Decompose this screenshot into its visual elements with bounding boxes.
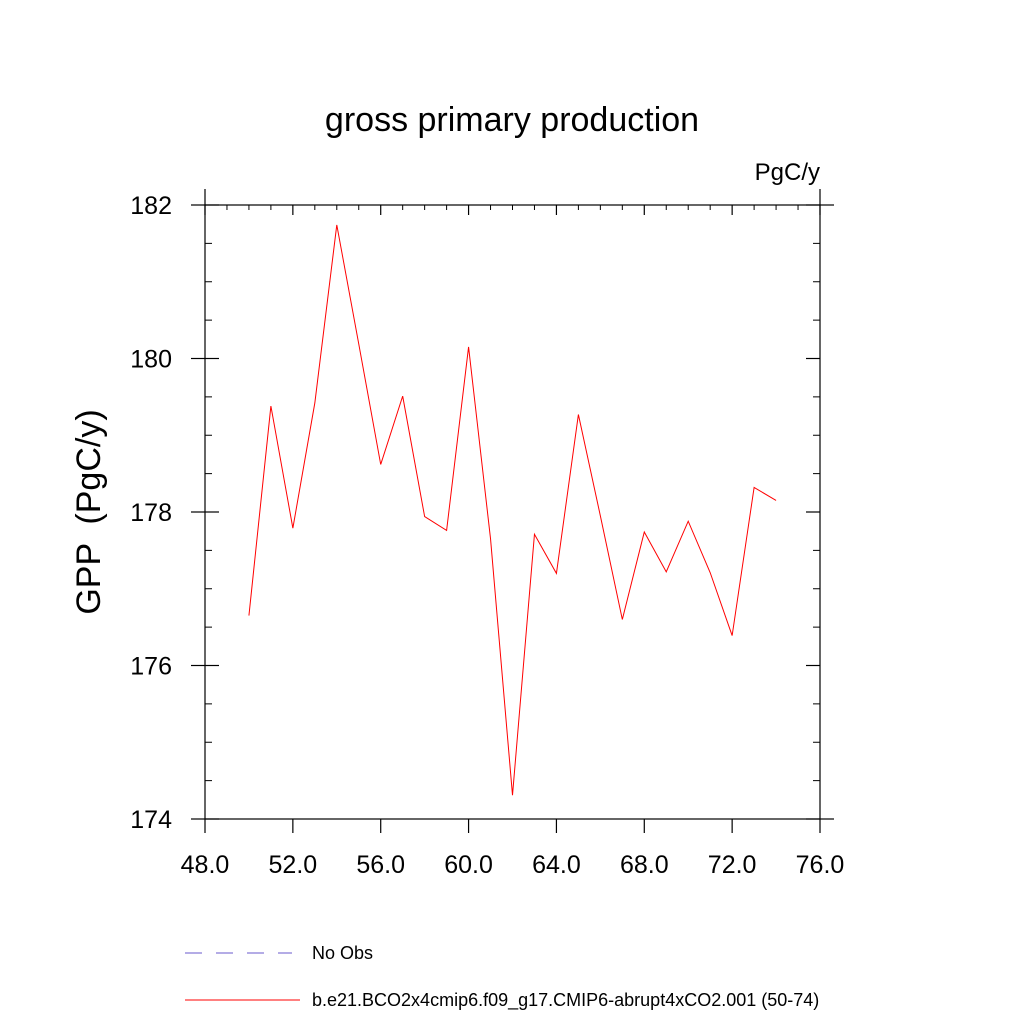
x-tick-label: 64.0 xyxy=(532,851,581,879)
x-tick-label: 56.0 xyxy=(356,851,405,879)
y-tick-label: 174 xyxy=(130,806,172,834)
major-ticks xyxy=(191,189,834,833)
x-tick-labels: 48.0 52.0 56.0 60.0 64.0 68.0 72.0 76.0 xyxy=(181,851,845,879)
minor-ticks xyxy=(205,205,820,782)
y-tick-label: 178 xyxy=(130,499,172,527)
plot-frame xyxy=(204,204,821,820)
units-label: PgC/y xyxy=(755,159,820,186)
x-tick-label: 68.0 xyxy=(620,851,669,879)
series-group xyxy=(248,224,777,796)
y-axis-label: GPP (PgC/y) xyxy=(70,409,108,614)
y-tick-label: 180 xyxy=(130,346,172,374)
x-tick-label: 60.0 xyxy=(444,851,493,879)
chart-title: gross primary production xyxy=(325,101,699,139)
x-tick-label: 72.0 xyxy=(708,851,757,879)
x-tick-label: 52.0 xyxy=(269,851,318,879)
y-tick-label: 182 xyxy=(130,192,172,220)
x-tick-label: 76.0 xyxy=(796,851,845,879)
legend-label-model: b.e21.BCO2x4cmip6.f09_g17.CMIP6-abrupt4x… xyxy=(312,990,819,1011)
legend: No Obs b.e21.BCO2x4cmip6.f09_g17.CMIP6-a… xyxy=(185,943,819,1011)
x-tick-label: 48.0 xyxy=(181,851,230,879)
y-tick-labels: 174 176 178 180 182 xyxy=(130,192,172,834)
y-tick-label: 176 xyxy=(130,653,172,681)
legend-label-no-obs: No Obs xyxy=(312,943,373,963)
series-line xyxy=(248,224,777,796)
